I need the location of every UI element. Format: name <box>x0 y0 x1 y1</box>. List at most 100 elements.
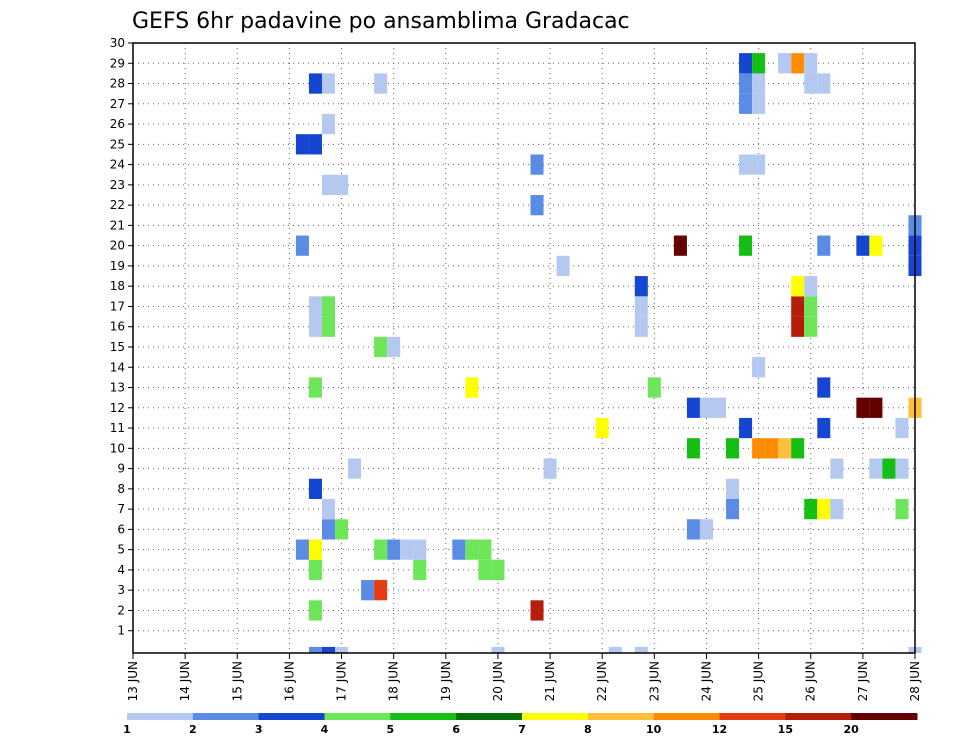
heatmap-cell <box>413 559 427 581</box>
heatmap-cell <box>804 73 818 94</box>
legend-bin-label: 20 <box>844 723 860 736</box>
legend-bin-label: 8 <box>584 723 592 736</box>
heatmap-cell <box>856 235 870 256</box>
heatmap-cell <box>335 646 349 653</box>
legend-bin-label: 6 <box>452 723 460 736</box>
x-tick-label: 22 JUN <box>595 661 609 701</box>
heatmap-cell <box>804 498 818 520</box>
heatmap-cell <box>335 519 349 540</box>
heatmap-cell <box>321 174 336 195</box>
heatmap-cell <box>387 336 401 358</box>
legend-bin-label: 12 <box>712 723 727 736</box>
heatmap-cell <box>791 296 805 317</box>
heatmap-cell <box>804 53 818 74</box>
heatmap-cell <box>739 53 753 74</box>
y-tick-label: 2 <box>117 603 125 617</box>
y-tick-label: 22 <box>110 198 125 212</box>
y-tick-label: 5 <box>117 543 125 557</box>
heatmap-cell <box>321 498 336 520</box>
legend-color-swatch <box>587 713 655 720</box>
x-tick-label: 17 JUN <box>335 661 349 701</box>
y-tick-label: 20 <box>110 239 125 253</box>
heatmap-cell <box>361 580 375 601</box>
heatmap-cell <box>804 276 818 297</box>
heatmap-cell <box>348 458 362 479</box>
legend-bin-label: 1 <box>123 723 131 736</box>
heatmap-cell <box>308 559 322 581</box>
heatmap-cell <box>478 559 492 581</box>
x-tick-label: 16 JUN <box>282 661 296 701</box>
legend-bin-label: 15 <box>778 723 793 736</box>
y-tick-label: 15 <box>110 340 125 354</box>
heatmap-cell <box>817 498 831 520</box>
heatmap-cell <box>686 519 700 540</box>
heatmap-cell <box>308 73 322 94</box>
heatmap-cell <box>804 296 818 317</box>
heatmap-cell <box>739 235 753 256</box>
heatmap-cell <box>295 235 309 256</box>
heatmap-cell <box>530 194 544 216</box>
y-tick-label: 8 <box>117 482 125 496</box>
x-axis-ticks: 13 JUN 14 JUN 15 JUN 16 JUN 17 JUN 18 JUN 19 J… <box>126 653 922 701</box>
x-tick-label: 25 JUN <box>752 661 766 701</box>
heatmap-cell <box>752 73 766 94</box>
heatmap-cell <box>374 580 388 601</box>
heatmap-cell <box>817 235 831 256</box>
heatmap-cell <box>752 93 766 114</box>
heatmap-cell <box>686 438 700 459</box>
x-tick-label: 13 JUN <box>126 661 140 701</box>
heatmap-cell <box>739 417 753 439</box>
heatmap-cell <box>556 255 570 277</box>
legend-color-swatch <box>851 713 918 720</box>
heatmap-cell <box>830 458 844 479</box>
heatmap-cell <box>321 316 336 337</box>
heatmap-cell <box>791 276 805 297</box>
y-tick-label: 21 <box>110 218 125 232</box>
heatmap-cell <box>895 498 909 520</box>
y-tick-label: 27 <box>110 97 125 111</box>
y-tick-label: 13 <box>110 381 125 395</box>
y-tick-label: 10 <box>110 441 125 455</box>
y-tick-label: 28 <box>110 77 125 91</box>
legend-bin-label: 7 <box>518 723 526 736</box>
heatmap-cell <box>543 458 557 479</box>
heatmap-cell <box>882 458 896 479</box>
heatmap-cell <box>673 235 687 256</box>
heatmap-cell <box>895 458 909 479</box>
heatmap-cell <box>739 154 753 175</box>
y-tick-label: 6 <box>117 522 125 536</box>
heatmap-cell <box>491 646 505 653</box>
heatmap-cell <box>634 296 648 317</box>
heatmap-cell <box>374 539 388 560</box>
heatmap-cell <box>817 73 831 94</box>
y-tick-label: 16 <box>110 320 125 334</box>
heatmap-cell <box>321 646 336 653</box>
y-tick-label: 26 <box>110 117 125 131</box>
heatmap-cell <box>478 539 492 560</box>
precipitation-cells <box>295 53 922 653</box>
heatmap-cell <box>778 438 792 459</box>
heatmap-cell <box>869 235 883 256</box>
heatmap-cell <box>465 377 479 398</box>
heatmap-cell <box>791 316 805 337</box>
heatmap-cell <box>712 397 727 418</box>
legend-bin-label: 4 <box>321 723 329 736</box>
y-tick-label: 1 <box>117 624 125 638</box>
heatmap-cell <box>308 296 322 317</box>
heatmap-cell <box>308 646 322 653</box>
legend-bin-label: 10 <box>646 723 662 736</box>
legend-color-swatch <box>653 713 720 720</box>
x-tick-label: 20 JUN <box>491 661 505 701</box>
legend-color-swatch <box>127 713 194 720</box>
heatmap-cell <box>752 53 766 74</box>
heatmap-cell <box>308 377 322 398</box>
y-tick-label: 30 <box>110 36 125 50</box>
heatmap-cell <box>699 519 713 540</box>
heatmap-cell <box>869 458 883 479</box>
legend-color-swatch <box>719 713 786 720</box>
color-legend: 1 2 3 4 5 6 7 8 10 12 15 20 <box>123 713 918 736</box>
heatmap-cell <box>765 438 779 459</box>
heatmap-cell <box>778 53 792 74</box>
heatmap-cell <box>400 539 414 560</box>
